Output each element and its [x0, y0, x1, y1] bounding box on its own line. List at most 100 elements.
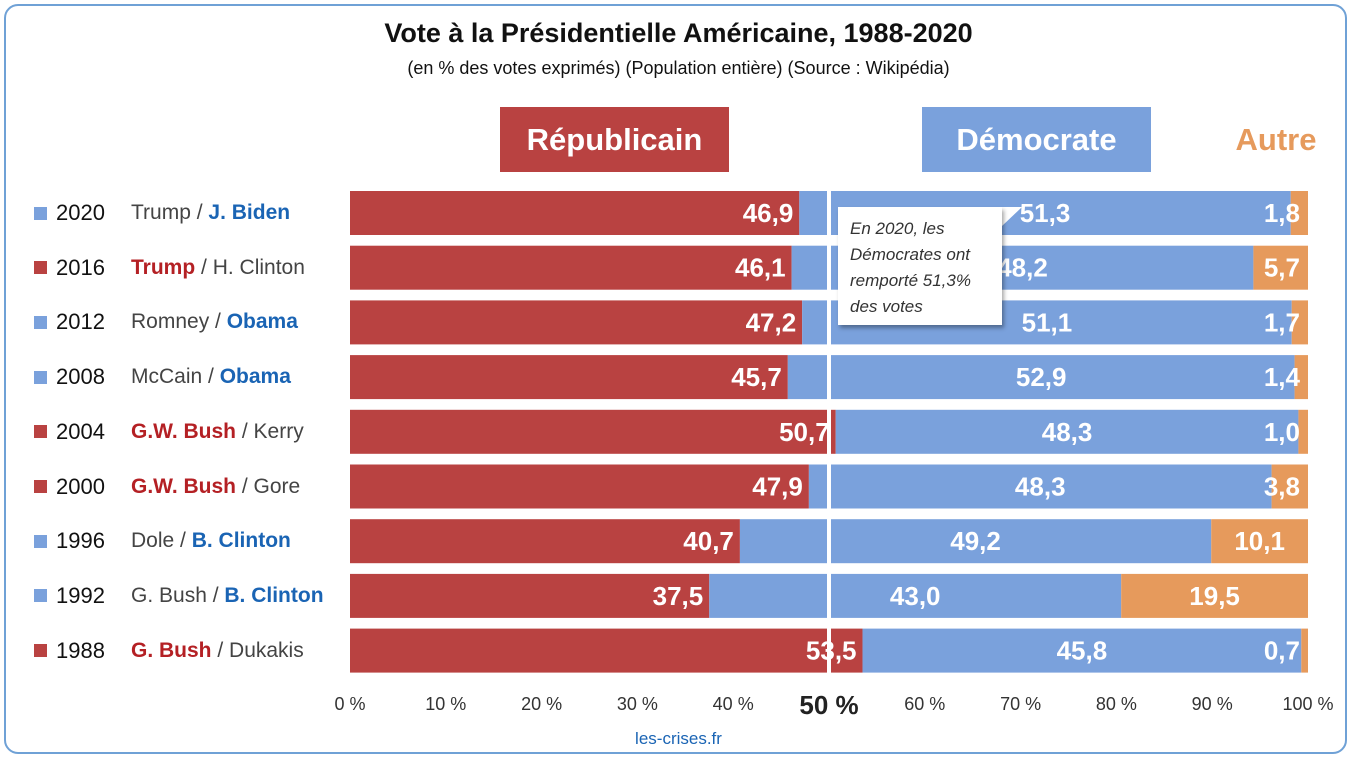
democrat-candidate: Kerry [253, 419, 304, 443]
value-label-other-2008: 1,4 [1264, 362, 1301, 392]
republican-candidate: Romney [131, 310, 210, 334]
republican-candidate: G.W. Bush [131, 419, 236, 443]
bar-dem-2008 [787, 355, 1295, 400]
democrat-candidate: Obama [219, 365, 291, 389]
bar-rep-1996 [350, 519, 740, 564]
value-label-dem-2020: 51,3 [1020, 198, 1071, 228]
democrat-candidate: J. Biden [208, 201, 291, 224]
bar-dem-1996 [739, 519, 1212, 564]
row-label-1988: 1988 G. Bush / Dukakis [34, 629, 304, 673]
value-label-rep-2004: 50,7 [779, 417, 830, 447]
democrat-candidate: Obama [226, 310, 298, 334]
row-label-2016: 2016 Trump / H. Clinton [34, 246, 305, 290]
bar-other-1988 [1301, 628, 1308, 673]
header-other: Autre [1235, 121, 1317, 157]
winner-marker [34, 534, 47, 548]
value-label-dem-1988: 45,8 [1057, 636, 1108, 666]
x-tick-label: 70 % [1000, 694, 1042, 714]
bar-dem-2004 [835, 409, 1299, 454]
democrat-candidate: B. Clinton [191, 529, 291, 553]
value-label-rep-2020: 46,9 [743, 198, 794, 228]
candidate-separator: / [195, 255, 213, 279]
chart-title: Vote à la Présidentielle Américaine, 198… [384, 18, 973, 48]
x-tick-label: 0 % [334, 694, 366, 714]
candidate-separator: / [206, 583, 225, 607]
bar-dem-1992 [709, 573, 1122, 618]
value-label-other-2020: 1,8 [1264, 198, 1300, 228]
bar-other-2016 [1253, 245, 1308, 290]
candidate-separator: / [236, 419, 254, 443]
winner-marker [34, 589, 47, 603]
row-year: 1988 [56, 637, 105, 663]
candidate-separator: / [211, 638, 230, 662]
bar-dem-1988 [862, 628, 1302, 673]
value-label-other-2000: 3,8 [1264, 472, 1300, 502]
bar-other-2020 [1290, 191, 1308, 235]
chart-subtitle: (en % des votes exprimés) (Population en… [407, 58, 950, 78]
winner-marker [34, 315, 47, 329]
row-year: 2004 [56, 418, 105, 444]
democrat-candidate: B. Clinton [224, 583, 324, 607]
candidate-separator: / [209, 310, 227, 334]
value-label-other-2004: 1,0 [1264, 417, 1300, 447]
row-year: 1996 [56, 528, 105, 554]
row-year: 2020 [56, 200, 105, 225]
winner-marker [34, 644, 47, 658]
row-year: 2016 [56, 254, 105, 280]
x-tick-label: 60 % [904, 694, 946, 714]
value-label-rep-2016: 46,1 [735, 253, 786, 283]
value-label-dem-2008: 52,9 [1016, 362, 1067, 392]
winner-marker [34, 425, 47, 439]
candidate-separator: / [190, 201, 209, 224]
source-credit: les-crises.fr [635, 729, 722, 748]
value-label-dem-1996: 49,2 [950, 526, 1001, 556]
republican-candidate: G. Bush [131, 638, 212, 662]
row-year: 2000 [56, 473, 105, 499]
democrat-candidate: H. Clinton [212, 255, 305, 279]
row-year: 2008 [56, 364, 105, 390]
x-tick-label: 100 % [1282, 694, 1334, 714]
x-tick-label: 30 % [616, 694, 658, 714]
republican-candidate: G. Bush [131, 583, 207, 607]
header-democrat: Démocrate [922, 107, 1151, 172]
chart-frame [4, 4, 1347, 754]
bar-rep-2000 [350, 464, 809, 509]
x-tick-label: 20 % [521, 694, 563, 714]
candidate-separator: / [236, 474, 254, 498]
x-tick-label: 40 % [712, 694, 754, 714]
x-tick-label: 50 % [799, 690, 859, 720]
republican-candidate: Trump [131, 255, 196, 279]
bar-rep-2008 [350, 355, 788, 400]
value-label-rep-2008: 45,7 [731, 362, 782, 392]
row-label-2004: 2004 G.W. Bush / Kerry [34, 410, 304, 454]
bar-rep-1992 [350, 573, 710, 618]
bar-other-1992 [1121, 573, 1308, 618]
bar-rep-2020 [350, 191, 800, 235]
callout-note: En 2020, les Démocrates ont remporté 51,… [838, 207, 1002, 325]
x-tick-label: 90 % [1191, 694, 1233, 714]
row-year: 2012 [56, 309, 105, 335]
winner-marker [34, 261, 47, 275]
row-label-2008: 2008 McCain / Obama [34, 355, 291, 399]
row-label-1996: 1996 Dole / B. Clinton [34, 519, 291, 563]
winner-marker [34, 206, 47, 220]
value-label-dem-1992: 43,0 [890, 581, 941, 611]
bar-other-2004 [1298, 409, 1308, 454]
bar-rep-1988 [350, 628, 863, 673]
bar-rep-2016 [350, 245, 792, 290]
value-label-rep-2012: 47,2 [746, 307, 797, 337]
row-label-2000: 2000 G.W. Bush / Gore [34, 465, 300, 509]
bar-other-2008 [1294, 355, 1308, 400]
candidate-separator: / [174, 529, 192, 553]
row-label-2012: 2012 Romney / Obama [34, 300, 298, 344]
republican-candidate: G.W. Bush [131, 474, 236, 498]
bar-rep-2004 [350, 409, 836, 454]
bar-other-2000 [1271, 464, 1308, 509]
winner-marker [34, 370, 47, 384]
row-label-2020: 2020 Trump / J. Biden [34, 191, 290, 235]
democrat-candidate: Gore [253, 474, 301, 498]
fifty-percent-line [827, 187, 831, 686]
value-label-dem-2016: 48,2 [997, 253, 1048, 283]
value-label-rep-1992: 37,5 [653, 581, 704, 611]
